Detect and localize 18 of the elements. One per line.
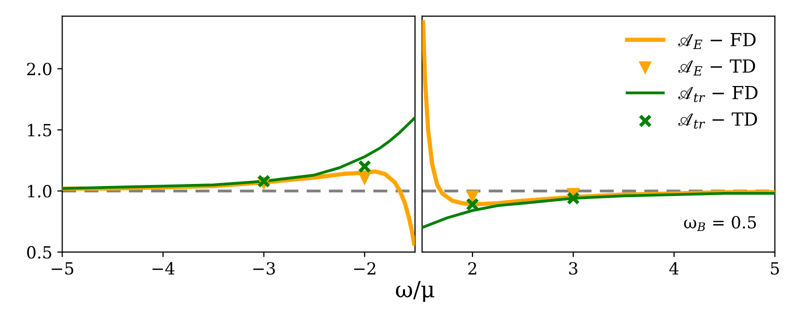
y-tick-label: 2.0: [27, 62, 52, 76]
y-tick-label: 0.5: [27, 246, 52, 259]
legend-label: 𝒜$_{E}$ − TD: [678, 59, 756, 76]
y-tick-label: 1.0: [28, 184, 52, 198]
x-tick-label: −5: [52, 262, 74, 275]
x-tick-label: 4: [669, 262, 679, 274]
x-tick-label: −3: [253, 262, 275, 275]
x-tick-label: −4: [152, 262, 174, 274]
legend-label: 𝒜$_{tr}$ − TD: [678, 112, 757, 129]
annotation: ω$_{B}$ = 0.5: [684, 216, 756, 231]
x-tick-label: −2: [354, 262, 376, 274]
legend-label: 𝒜$_{tr}$ − FD: [678, 86, 758, 102]
x-tick-label: 2: [468, 262, 476, 274]
legend-label: 𝒜$_{E}$ − FD: [678, 32, 756, 49]
x-tick-label: 5: [770, 262, 779, 275]
y-tick-label: 1.5: [28, 124, 52, 136]
x-tick-label: 3: [569, 262, 578, 275]
x-axis-title: ω/μ: [396, 281, 434, 302]
